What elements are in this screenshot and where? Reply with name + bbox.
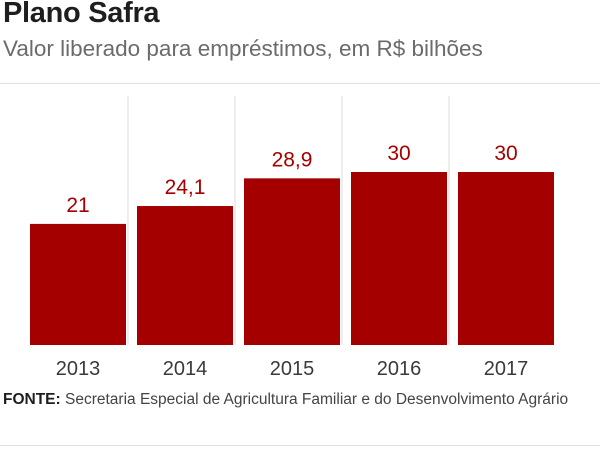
x-tick-label-2016: 2016	[377, 358, 422, 380]
bar-2016	[351, 172, 447, 345]
value-label-2015: 28,9	[272, 148, 313, 171]
value-label-2016: 30	[387, 142, 410, 165]
bar-2014	[137, 206, 233, 345]
source-text: Secretaria Especial de Agricultura Famil…	[65, 391, 569, 408]
x-tick-label-2014: 2014	[163, 358, 208, 380]
source-label: FONTE:	[3, 391, 61, 408]
top-divider	[0, 83, 600, 84]
bar-2017	[458, 172, 554, 345]
bottom-divider	[0, 445, 600, 446]
value-label-2014: 24,1	[165, 176, 206, 199]
x-tick-label-2015: 2015	[270, 358, 315, 380]
bar-2015	[244, 178, 340, 345]
value-label-2013: 21	[66, 194, 89, 217]
bar-2013	[30, 223, 126, 345]
bar-chart: 21 2013 24,1 2014 28,9 2015 30 2016 30 2017	[30, 96, 554, 380]
x-tick-label-2013: 2013	[56, 358, 101, 380]
chart-title: Plano Safra	[3, 0, 160, 29]
source-note: FONTE: Secretaria Especial de Agricultur…	[3, 388, 593, 412]
x-tick-label-2017: 2017	[484, 358, 529, 380]
chart-subtitle: Valor liberado para empréstimos, em R$ b…	[3, 36, 483, 61]
value-label-2017: 30	[494, 142, 517, 165]
